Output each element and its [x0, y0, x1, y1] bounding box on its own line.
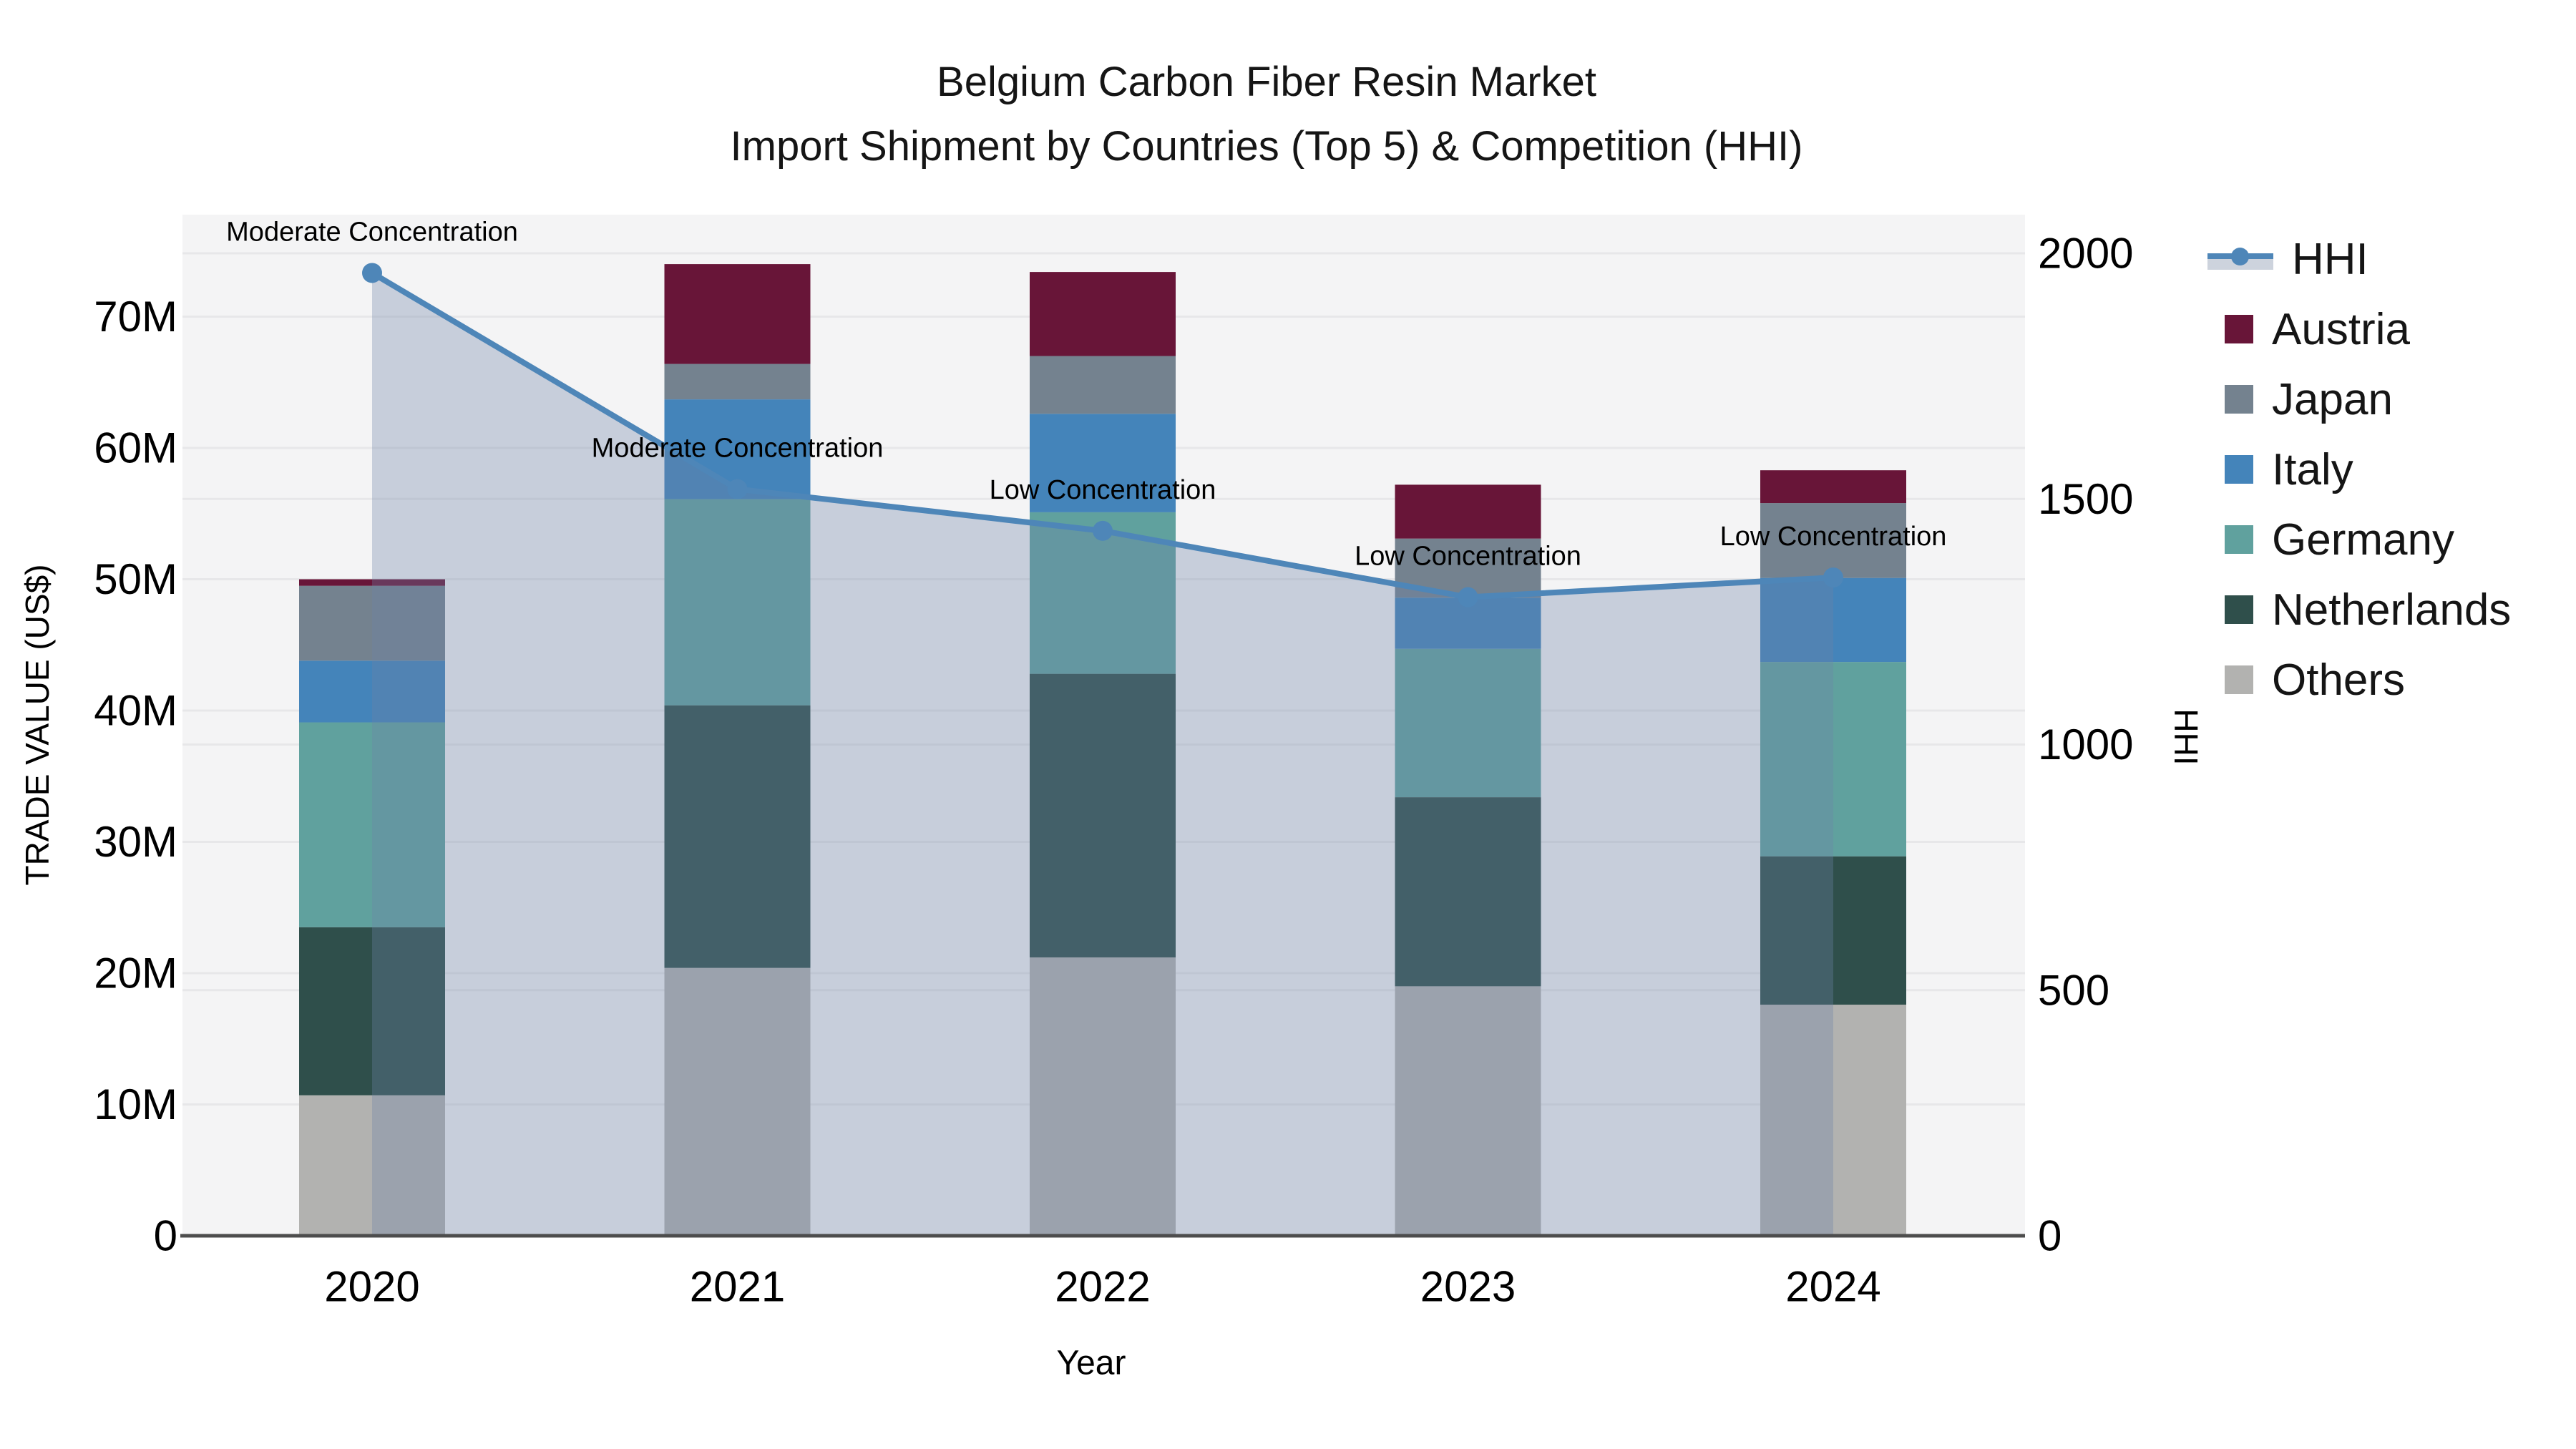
- bar-segment-2024-austria[interactable]: [1760, 470, 1906, 504]
- chart-title: Belgium Carbon Fiber Resin Market Import…: [0, 50, 2533, 179]
- legend-swatch-others-icon: [2225, 665, 2253, 694]
- annotation-2024: Low Concentration: [1720, 522, 1947, 552]
- bar-segment-2022-japan[interactable]: [1030, 356, 1176, 414]
- bar-segment-2023-others[interactable]: [1395, 986, 1541, 1236]
- bar-segment-2020-japan[interactable]: [299, 585, 445, 661]
- legend-label-austria: Austria: [2272, 304, 2410, 354]
- bar-segment-2021-japan[interactable]: [664, 364, 811, 400]
- bar-segment-2024-italy[interactable]: [1760, 577, 1906, 663]
- y-left-axis-title: TRADE VALUE (US$): [19, 564, 56, 885]
- legend-label-italy: Italy: [2272, 444, 2353, 494]
- bar-segment-2020-others[interactable]: [299, 1095, 445, 1236]
- y-left-tick-50M: 50M: [94, 555, 177, 603]
- bar-segment-2020-austria[interactable]: [299, 579, 445, 586]
- x-tick-2020: 2020: [324, 1263, 419, 1311]
- y-left-tick-70M: 70M: [94, 293, 177, 341]
- bar-segment-2023-germany[interactable]: [1395, 648, 1541, 798]
- bar-segment-2022-austria[interactable]: [1030, 272, 1176, 356]
- legend-item-austria[interactable]: Austria: [2207, 294, 2511, 364]
- hhi-marker-2024[interactable]: [1823, 567, 1843, 588]
- hhi-line-sample-icon: [2207, 243, 2273, 275]
- legend-label-germany: Germany: [2272, 514, 2454, 565]
- annotation-2023: Low Concentration: [1355, 542, 1581, 572]
- bar-segment-2023-austria[interactable]: [1395, 484, 1541, 539]
- legend: HHI Austria Japan Italy Germany Netherlands Ot…: [2207, 224, 2511, 715]
- bar-segment-2022-netherlands[interactable]: [1030, 673, 1176, 957]
- x-axis-title: Year: [1057, 1345, 1126, 1382]
- x-tick-2022: 2022: [1055, 1263, 1150, 1311]
- bar-segment-2021-germany[interactable]: [664, 499, 811, 706]
- y-left-tick-10M: 10M: [94, 1080, 177, 1128]
- legend-item-italy[interactable]: Italy: [2207, 434, 2511, 504]
- y-left-tick-20M: 20M: [94, 950, 177, 997]
- bar-segment-2020-italy[interactable]: [299, 660, 445, 723]
- y-left-tick-0: 0: [154, 1212, 177, 1260]
- x-tick-2021: 2021: [690, 1263, 785, 1311]
- bar-segment-2024-netherlands[interactable]: [1760, 856, 1906, 1005]
- bar-segment-2023-netherlands[interactable]: [1395, 797, 1541, 987]
- legend-swatch-austria-icon: [2225, 315, 2253, 343]
- bar-segment-2024-germany[interactable]: [1760, 662, 1906, 857]
- hhi-marker-2022[interactable]: [1093, 520, 1113, 541]
- bar-segment-2024-others[interactable]: [1760, 1005, 1906, 1236]
- bar-segment-2024-japan[interactable]: [1760, 503, 1906, 578]
- bar-segment-2021-others[interactable]: [664, 967, 811, 1236]
- legend-label-others: Others: [2272, 655, 2406, 705]
- hhi-area-fill: [372, 273, 1833, 1236]
- bar-segment-2022-others[interactable]: [1030, 957, 1176, 1236]
- bar-segment-2020-netherlands[interactable]: [299, 927, 445, 1096]
- legend-swatch-netherlands-icon: [2225, 595, 2253, 624]
- y-right-tick-2000: 2000: [2038, 230, 2133, 278]
- legend-item-germany[interactable]: Germany: [2207, 504, 2511, 575]
- annotation-2020: Moderate Concentration: [226, 217, 518, 247]
- y-right-tick-500: 500: [2038, 966, 2109, 1014]
- chart-title-line1: Belgium Carbon Fiber Resin Market: [937, 59, 1596, 105]
- y-right-tick-1500: 1500: [2038, 475, 2133, 523]
- x-tick-2024: 2024: [1785, 1263, 1880, 1311]
- bar-segment-2022-italy[interactable]: [1030, 414, 1176, 512]
- legend-item-hhi[interactable]: HHI: [2207, 224, 2511, 294]
- legend-item-netherlands[interactable]: Netherlands: [2207, 575, 2511, 645]
- x-tick-2023: 2023: [1420, 1263, 1516, 1311]
- bar-segment-2021-netherlands[interactable]: [664, 705, 811, 968]
- annotation-2021: Moderate Concentration: [592, 434, 884, 464]
- y-left-tick-30M: 30M: [94, 818, 177, 866]
- y-left-tick-60M: 60M: [94, 424, 177, 472]
- bar-segment-2020-germany[interactable]: [299, 722, 445, 927]
- y-right-tick-0: 0: [2038, 1212, 2062, 1260]
- legend-swatch-japan-icon: [2225, 385, 2253, 414]
- y-right-axis-title: HHI: [2167, 708, 2205, 765]
- annotation-2022: Low Concentration: [990, 475, 1216, 505]
- hhi-marker-2021[interactable]: [727, 479, 748, 499]
- legend-swatch-italy-icon: [2225, 455, 2253, 484]
- legend-label-hhi: HHI: [2292, 234, 2368, 284]
- y-left-tick-40M: 40M: [94, 687, 177, 735]
- bar-segment-2021-austria[interactable]: [664, 264, 811, 364]
- y-right-tick-1000: 1000: [2038, 721, 2133, 769]
- legend-swatch-germany-icon: [2225, 525, 2253, 554]
- hhi-marker-2020[interactable]: [362, 263, 382, 283]
- legend-item-japan[interactable]: Japan: [2207, 364, 2511, 434]
- legend-item-others[interactable]: Others: [2207, 645, 2511, 715]
- legend-label-japan: Japan: [2272, 374, 2393, 424]
- legend-label-netherlands: Netherlands: [2272, 585, 2512, 635]
- chart-title-line2: Import Shipment by Countries (Top 5) & C…: [730, 122, 1803, 170]
- hhi-marker-2023[interactable]: [1458, 587, 1478, 608]
